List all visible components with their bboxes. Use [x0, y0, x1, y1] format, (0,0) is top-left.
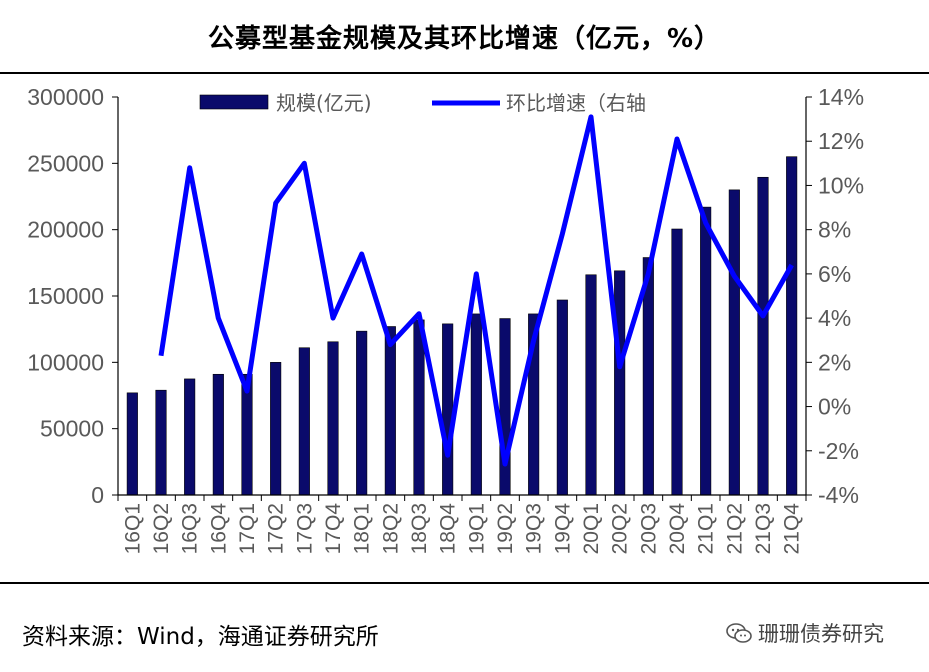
category-label: 20Q4	[666, 503, 689, 555]
bar-17Q2	[270, 362, 282, 496]
category-label: 16Q1	[121, 503, 144, 554]
bar-20Q1	[585, 274, 597, 496]
legend-bar-swatch	[199, 94, 269, 110]
legend-line-label: 环比增速（右轴	[506, 91, 646, 115]
right-tick-label: -2%	[818, 438, 859, 464]
left-tick-label: 150000	[27, 283, 104, 309]
right-tick-label: 6%	[818, 261, 851, 287]
category-label: 17Q1	[236, 503, 259, 554]
bar-16Q1	[126, 392, 138, 496]
category-label: 17Q4	[322, 503, 345, 555]
watermark-text: 珊珊债券研究	[758, 622, 884, 646]
watermark: 珊珊债券研究	[726, 618, 884, 648]
legend-bar-label: 规模(亿元)	[276, 91, 372, 115]
bar-18Q4	[442, 323, 454, 496]
source-note: 资料来源：Wind，海通证券研究所	[22, 624, 379, 650]
wechat-icon	[726, 623, 752, 643]
right-tick-label: 8%	[818, 217, 851, 243]
category-label: 17Q2	[265, 503, 288, 554]
left-tick-label: 200000	[27, 217, 104, 243]
category-label: 16Q2	[150, 503, 173, 554]
bar-18Q3	[413, 319, 425, 496]
bar-17Q3	[298, 347, 310, 496]
bar-19Q1	[470, 313, 482, 496]
bar-21Q3	[757, 176, 769, 496]
bar-19Q4	[556, 299, 568, 496]
bar-21Q4	[786, 156, 798, 496]
chart-area: 0 50000 100000 150000 200000 250000 300000 -4% -…	[27, 84, 864, 554]
bar-17Q4	[327, 341, 339, 496]
right-tick-label: 2%	[818, 349, 851, 375]
category-label: 18Q2	[379, 503, 402, 554]
category-label: 21Q4	[781, 503, 804, 555]
chart-title: 公募型基金规模及其环比增速（亿元，%）	[207, 24, 722, 54]
top-rule	[0, 72, 929, 74]
right-tick-label: 10%	[818, 172, 864, 198]
right-tick-label: 12%	[818, 128, 864, 154]
right-tick-label: -4%	[818, 482, 859, 508]
left-tick-label: 100000	[27, 349, 104, 375]
category-label: 20Q2	[609, 503, 632, 554]
axes: 0 50000 100000 150000 200000 250000 300000 -4% -…	[27, 84, 864, 554]
category-label: 20Q1	[580, 503, 603, 554]
line-series	[158, 114, 794, 467]
bar-18Q1	[356, 330, 368, 496]
category-label: 18Q4	[437, 503, 460, 555]
bar-16Q4	[212, 373, 224, 496]
category-label: 21Q3	[752, 503, 775, 554]
left-tick-label: 300000	[27, 84, 104, 110]
category-label: 19Q3	[523, 503, 546, 554]
bar-20Q4	[671, 228, 683, 496]
bar-19Q2	[499, 318, 511, 496]
category-label: 18Q3	[408, 503, 431, 554]
bar-series	[126, 156, 798, 496]
category-label: 19Q4	[551, 503, 574, 555]
bar-21Q2	[728, 189, 740, 496]
right-tick-label: 0%	[818, 394, 851, 420]
left-tick-label: 0	[91, 482, 104, 508]
bar-16Q3	[184, 378, 196, 496]
category-label: 16Q3	[179, 503, 202, 554]
right-tick-label: 4%	[818, 305, 851, 331]
category-label: 18Q1	[351, 503, 374, 554]
legend: 规模(亿元) 环比增速（右轴	[199, 91, 646, 115]
category-label: 20Q3	[637, 503, 660, 554]
left-tick-label: 50000	[40, 416, 104, 442]
bar-21Q1	[700, 206, 712, 496]
right-tick-label: 14%	[818, 84, 864, 110]
category-label: 16Q4	[207, 503, 230, 555]
growth-line	[158, 114, 794, 467]
category-label: 21Q1	[695, 503, 718, 554]
category-label: 21Q2	[723, 503, 746, 554]
category-label: 19Q2	[494, 503, 517, 554]
bar-18Q2	[384, 326, 396, 496]
bottom-rule	[0, 582, 929, 584]
bar-20Q2	[614, 270, 626, 496]
category-label: 17Q3	[293, 503, 316, 554]
category-label: 19Q1	[465, 503, 488, 554]
left-tick-label: 250000	[27, 150, 104, 176]
bar-16Q2	[155, 389, 167, 496]
